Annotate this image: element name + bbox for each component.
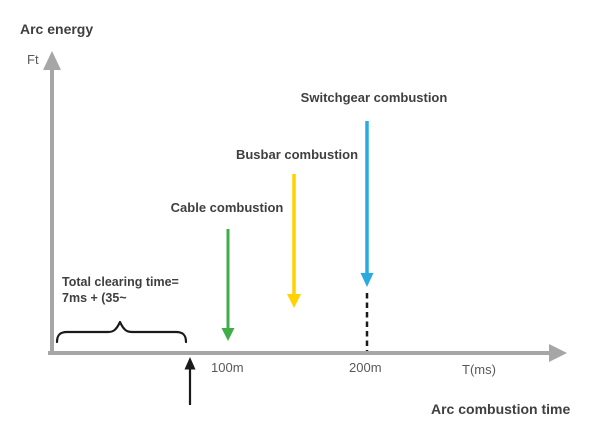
x-axis-arrowhead-icon: [549, 344, 567, 362]
cable-combustion-arrowhead-icon: [221, 328, 235, 341]
annotation-line-1: Total clearing time=: [62, 275, 179, 289]
y-axis-arrowhead-icon: [43, 51, 61, 70]
y-axis-label: Ft: [27, 52, 39, 67]
clearing-time-brace: [55, 320, 188, 344]
switchgear-combustion-label: Switchgear combustion: [300, 90, 448, 105]
switchgear-combustion-arrowhead-icon: [360, 273, 374, 287]
x-axis-title: Arc combustion time: [431, 401, 571, 417]
clearing-time-pointer-arrowhead-icon: [184, 357, 196, 370]
x-tick-100m: 100m: [211, 360, 244, 375]
busbar-combustion-arrowhead-icon: [287, 294, 301, 308]
annotation-line-2: 7ms + (35~: [62, 291, 127, 305]
chart-title: Arc energy: [20, 21, 94, 37]
x-axis-unit-label: T(ms): [462, 362, 496, 377]
busbar-combustion-label: Busbar combustion: [235, 147, 359, 162]
total-clearing-time-annotation: Total clearing time= 7ms + (35~: [62, 274, 179, 306]
x-tick-200m: 200m: [349, 360, 382, 375]
cable-combustion-label: Cable combustion: [170, 200, 284, 215]
